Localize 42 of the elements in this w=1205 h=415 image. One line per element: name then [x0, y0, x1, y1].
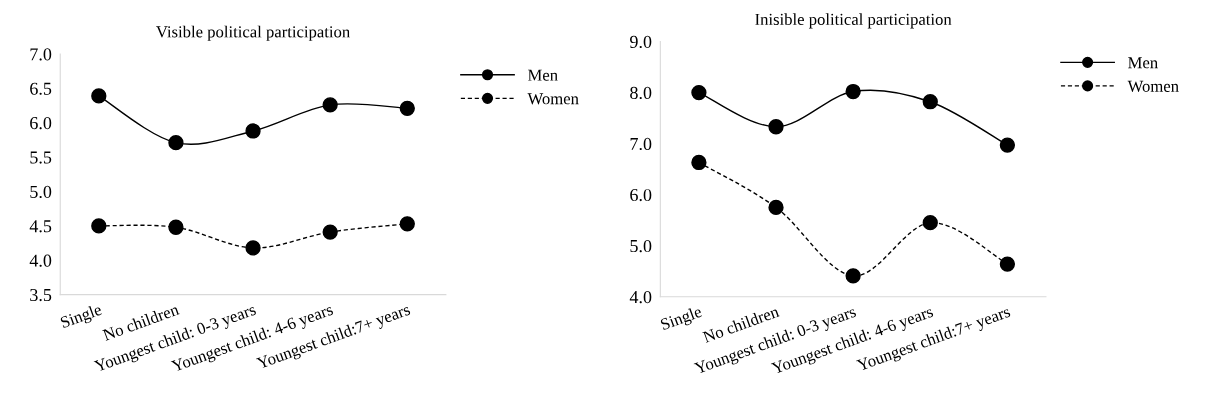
- point: [91, 218, 107, 234]
- y-tick-label: 4.0: [29, 254, 52, 267]
- y-tick-label: 9.0: [630, 35, 652, 49]
- chart-title: Inisible political participation: [755, 13, 952, 29]
- point: [691, 154, 707, 171]
- point: [999, 256, 1016, 272]
- point: [999, 137, 1016, 153]
- y-tick-label: 5.5: [30, 151, 52, 164]
- point: [168, 219, 184, 235]
- point: [768, 119, 784, 135]
- point: [168, 135, 184, 151]
- point: [245, 123, 261, 139]
- y-tick-label: 6.0: [630, 188, 652, 202]
- x-tick-label: Single: [659, 305, 704, 334]
- point: [691, 84, 707, 101]
- y-tick-label: 6.0: [30, 116, 52, 130]
- point: [399, 216, 415, 232]
- point: [922, 94, 938, 110]
- chart-title: Visible political participation: [156, 25, 350, 41]
- y-tick-label: 7.0: [630, 137, 652, 151]
- y-tick-label: 7.0: [30, 48, 52, 61]
- point: [845, 268, 861, 284]
- point: [322, 97, 338, 113]
- x-tick-label: Single: [59, 303, 104, 332]
- y-tick-label: 3.5: [30, 288, 52, 302]
- point: [768, 199, 784, 216]
- y-tick-label: 6.5: [30, 82, 52, 95]
- point: [91, 88, 107, 104]
- point: [845, 83, 861, 100]
- y-tick-label: 8.0: [630, 86, 652, 100]
- point: [322, 224, 338, 240]
- point: [245, 240, 261, 256]
- y-tick-label: 5.0: [630, 239, 652, 253]
- legend-label: Women: [527, 93, 579, 105]
- legend-label: Men: [1128, 57, 1158, 69]
- y-tick-label: 5.0: [30, 185, 52, 199]
- legend-label: Men: [528, 69, 558, 81]
- point: [922, 215, 938, 231]
- point: [399, 100, 415, 116]
- y-tick-label: 4.0: [629, 290, 652, 304]
- legend-label: Women: [1127, 80, 1179, 92]
- y-tick-label: 4.5: [29, 220, 52, 233]
